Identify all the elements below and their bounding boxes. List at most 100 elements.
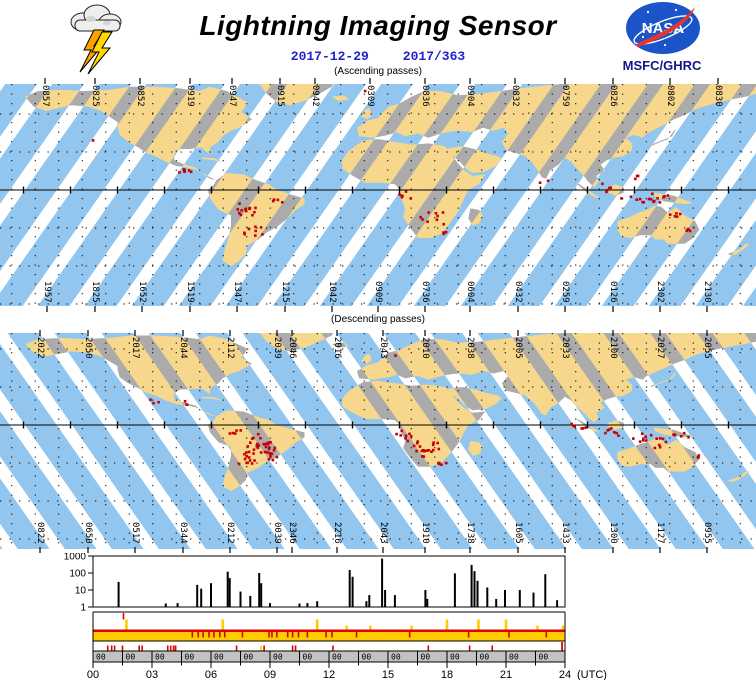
flash-dot — [661, 437, 665, 441]
flash-activity-bar — [164, 603, 167, 607]
flash-dot — [430, 450, 433, 454]
instrument-red-tick — [169, 645, 172, 651]
y-axis-tick-label: 10 — [75, 586, 87, 597]
map-ascending-passes: 0857 0825 0852 0919 0947 0915 0942 0309 0836 0904… — [0, 78, 756, 312]
flash-dot — [673, 433, 677, 437]
flash-activity-bar — [473, 571, 476, 607]
external-red-tick — [325, 632, 327, 638]
flash-dot — [234, 432, 237, 435]
flash-dot — [239, 429, 242, 432]
flash-dot — [269, 441, 272, 444]
platform-cell-label: 00 — [214, 653, 224, 662]
flash-dot — [409, 197, 413, 200]
flash-dot — [612, 431, 616, 434]
nasa-orbit-ring — [633, 15, 693, 45]
flash-dot — [653, 446, 657, 450]
external-red-tick — [291, 632, 294, 638]
instrument-red-tick — [291, 645, 294, 651]
flash-dot — [185, 403, 188, 406]
flash-dot — [400, 429, 403, 433]
instrument-red-tick — [332, 645, 334, 651]
processing-yellow-spike-small — [536, 625, 539, 630]
flash-dot — [406, 439, 410, 443]
external-red-tick — [331, 632, 333, 638]
flash-dot — [250, 462, 254, 465]
instrument-red-tick — [468, 645, 471, 651]
orbit-label-ticks — [44, 78, 719, 312]
processing-yellow-spike — [315, 619, 319, 630]
x-axis-tick-label: 06 — [205, 669, 217, 680]
instrument-yellow-band — [93, 632, 565, 641]
flash-dot — [656, 197, 659, 200]
flash-dot — [243, 232, 246, 236]
flash-dot — [658, 437, 662, 440]
flash-dot — [538, 181, 542, 184]
date-day-of-year: 2017/363 — [402, 49, 466, 64]
instrument-red-tick — [121, 645, 124, 651]
flash-dot — [662, 195, 665, 199]
flash-activity-bar — [518, 590, 521, 607]
flash-dot — [423, 449, 426, 453]
processing-yellow-spike — [445, 619, 449, 630]
x-axis-tick-label: 24 — [559, 669, 571, 680]
map-descending-canvas — [0, 330, 756, 553]
flash-dot — [435, 218, 439, 221]
flash-dot — [178, 171, 181, 174]
ascending-passes-label: (Ascending passes) — [334, 66, 422, 77]
external-red-tick — [508, 632, 510, 638]
flash-dot — [415, 441, 419, 445]
processing-yellow-spike-small — [345, 625, 348, 630]
flash-dot — [265, 442, 269, 445]
flash-activity-bar — [544, 574, 547, 607]
flash-dot — [270, 452, 274, 456]
flash-dot — [249, 441, 252, 444]
nasa-stars — [641, 8, 684, 47]
flash-dot — [679, 212, 682, 216]
instrument-red-tick — [141, 645, 143, 651]
flash-dot — [432, 448, 435, 452]
flash-dot — [638, 197, 642, 201]
flash-activity-bar — [476, 580, 479, 607]
flash-dot — [267, 458, 271, 461]
flash-dot — [686, 227, 690, 231]
flash-dot — [394, 354, 397, 357]
platform-cell-label: 00 — [421, 653, 431, 662]
external-red-line — [93, 629, 565, 632]
flash-dot — [243, 231, 246, 235]
flash-dot — [658, 201, 662, 204]
flash-dot — [228, 432, 232, 435]
flash-dot — [685, 229, 688, 233]
flash-dot — [605, 190, 608, 194]
flash-dot — [436, 441, 439, 445]
flash-activity-bar — [228, 578, 231, 607]
external-red-tick — [408, 632, 411, 638]
flash-dot — [668, 213, 672, 216]
flash-dot — [261, 233, 264, 236]
flash-activity-bar — [470, 564, 473, 607]
platform-cell-label: 00 — [480, 653, 490, 662]
flash-dot — [606, 429, 609, 432]
flash-dot — [675, 212, 678, 215]
flash-dot — [635, 174, 639, 178]
external-red-tick — [208, 632, 210, 638]
flash-dot — [412, 444, 416, 448]
flash-activity-bar — [351, 576, 354, 607]
flash-activity-bar — [176, 603, 179, 607]
flash-dot — [664, 440, 668, 444]
flash-dot — [247, 227, 251, 231]
flash-dot — [638, 440, 642, 443]
nasa-logo: NASA — [626, 2, 700, 54]
flash-dot — [183, 169, 186, 173]
orbit-label-ticks — [39, 330, 708, 553]
flash-dot — [418, 445, 422, 448]
flash-dot — [268, 452, 272, 456]
platform-cell-label: 00 — [244, 653, 254, 662]
flash-dot — [259, 451, 263, 454]
flash-dot — [235, 429, 238, 432]
platform-cell-label: 00 — [332, 653, 342, 662]
instrument-red-tick — [427, 645, 430, 651]
external-red-tick — [268, 632, 270, 638]
flash-dots — [149, 354, 701, 466]
flash-dot — [421, 455, 424, 458]
flash-dot — [182, 168, 185, 171]
